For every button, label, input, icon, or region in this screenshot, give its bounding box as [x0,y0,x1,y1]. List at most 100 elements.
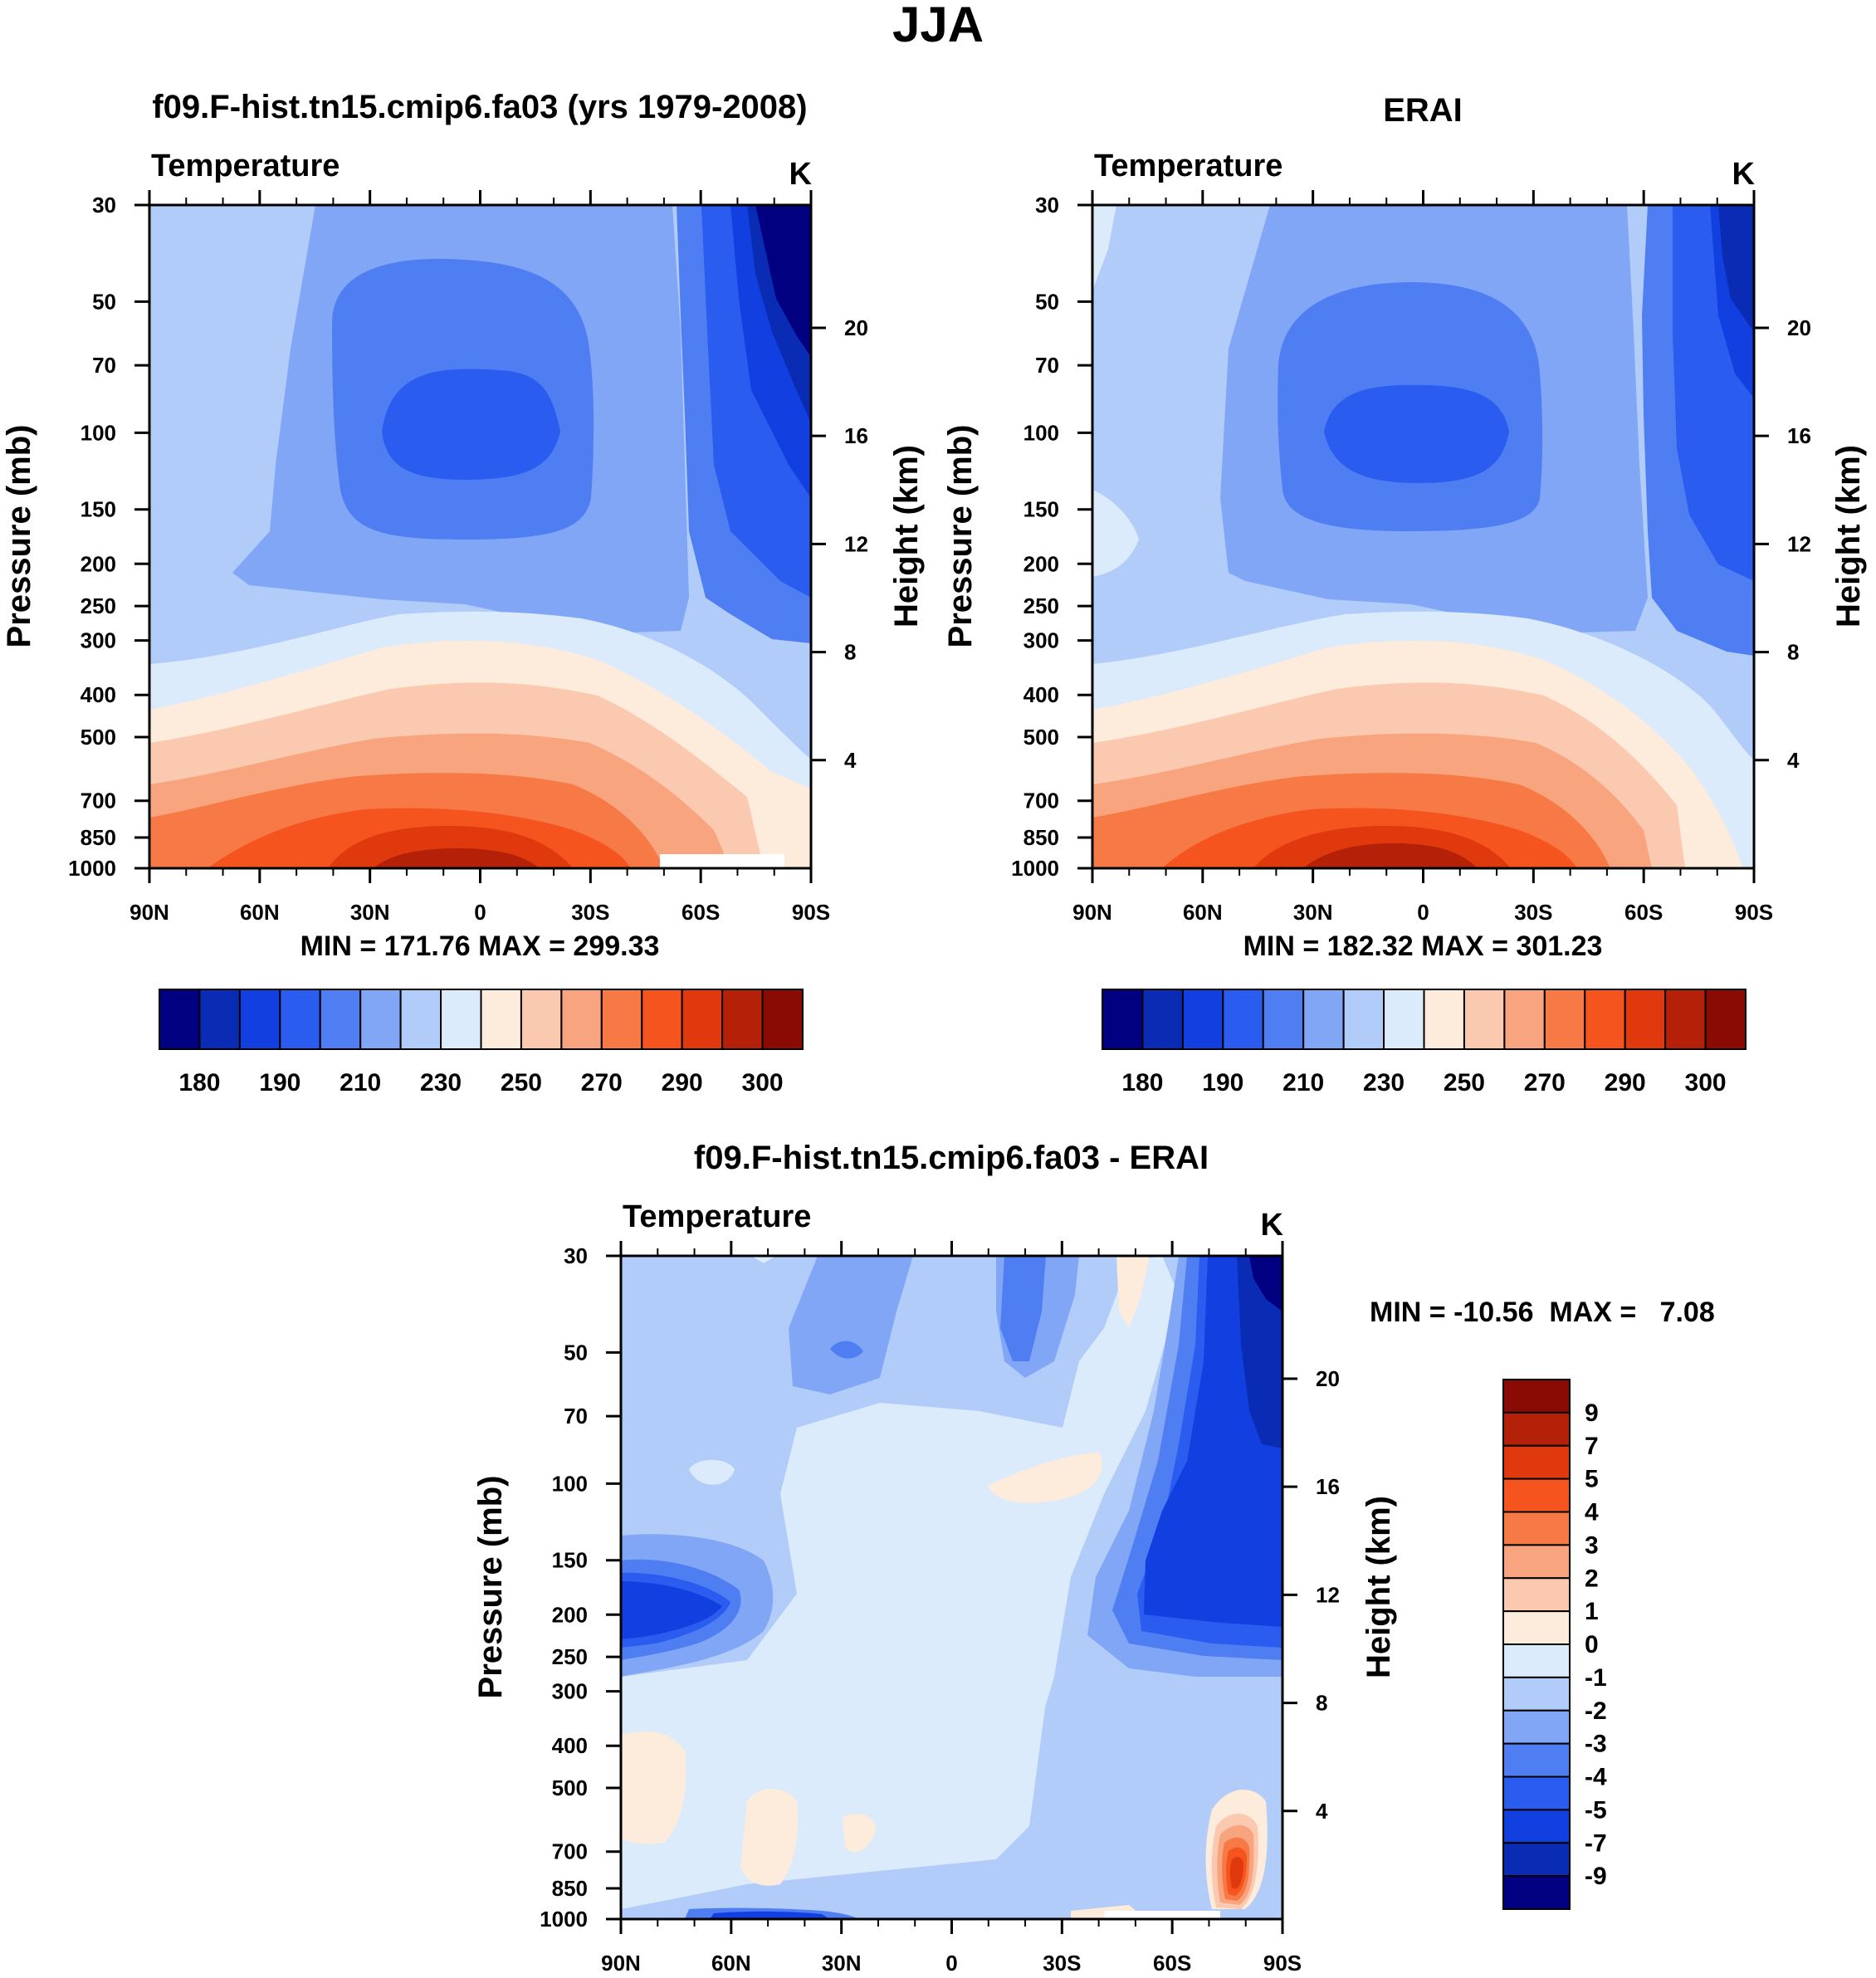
colorbar-label: -4 [1585,1764,1607,1791]
y-tick-label: 30 [564,1243,588,1268]
colorbar-label: 300 [1685,1069,1727,1096]
y2-tick-label: 16 [844,423,868,448]
ylabel: Pressure (mb) [942,425,979,648]
band-minus3-b [1000,1256,1046,1361]
colorbar-label: 190 [1202,1069,1243,1096]
stats-label: MIN = -10.56 MAX = 7.08 [1370,1297,1715,1328]
colorbar-swatch [1543,989,1586,1050]
colorbar-swatch [1502,1842,1571,1878]
y-tick-label: 250 [1023,593,1059,618]
x-tick-label: 90S [1735,900,1773,925]
band-plus1-d [740,1789,799,1886]
y-tick-label: 1000 [1011,856,1059,881]
panel-title: ERAI [1383,92,1463,129]
y2-tick-label: 8 [844,640,856,665]
variable-label: Temperature [623,1199,811,1234]
colorbar-label: -7 [1585,1829,1607,1857]
colorbar-swatch [721,989,764,1050]
colorbar-label: 180 [178,1069,220,1096]
colorbar-swatch [1502,1742,1571,1778]
x-tick-label: 0 [474,900,486,925]
band-185 [1718,205,1754,332]
units-label: K [1261,1208,1284,1243]
season-title: JJA [892,0,984,52]
band-plus1-c [621,1731,686,1844]
x-tick-label: 90S [792,900,830,925]
band-plus1-a [1116,1256,1150,1328]
colorbar-swatch [1502,1875,1571,1911]
colorbar-label: 230 [420,1069,462,1096]
colorbar-label: 7 [1585,1433,1599,1460]
y-tick-label: 300 [552,1679,588,1704]
y-tick-label: 50 [564,1340,588,1365]
colorbar-swatch [1502,1809,1571,1844]
band-240-arctic [1092,490,1139,577]
colorbar-swatch [1624,989,1667,1050]
colorbar-swatch [1102,989,1144,1050]
y-tick-label: 30 [92,193,116,217]
y-tick-label: 400 [1023,682,1059,707]
y-tick-label: 500 [552,1775,588,1800]
x-tick-label: 60N [711,1951,751,1976]
band-minus5-a [621,1581,722,1639]
colorbar-swatch [1502,1676,1571,1712]
y2-tick-label: 16 [1316,1474,1340,1499]
colorbar-swatch [1503,989,1546,1050]
x-tick-label: 90S [1263,1951,1302,1976]
band-200 [382,369,560,480]
band-plus7 [1229,1857,1243,1889]
ylabel: Pressure (mb) [472,1476,509,1699]
band-plus1-b [988,1453,1102,1503]
y-tick-label: 50 [92,289,116,314]
y-tick-label: 300 [81,628,116,653]
y-tick-label: 150 [552,1548,588,1573]
y-tick-label: 50 [1035,289,1059,314]
x-tick-label: 30S [571,900,609,925]
y-tick-label: 500 [81,725,116,750]
colorbar-swatch [520,989,563,1050]
band-0-spot [689,1459,735,1485]
colorbar-label: 210 [1282,1069,1324,1096]
axes-group: 30 50 70 100 150 200 250 300 400 500 700 850 1000 20 1… [1011,190,1811,925]
colorbar-swatch [399,989,442,1050]
x-tick-label: 60N [240,900,280,925]
stats-label: MIN = 182.32 MAX = 301.23 [1243,930,1603,962]
band-minus2-a [789,1256,913,1394]
colorbar: 180 190 210 230 250 270 290 300 [159,989,804,1096]
y2-tick-label: 8 [1787,640,1799,665]
y-tick-label: 400 [552,1733,588,1758]
x-tick-label: 60S [1624,900,1663,925]
x-tick-label: 60S [1153,1951,1191,1976]
colorbar-swatch [1502,1444,1571,1480]
units-label: K [1732,157,1756,192]
y2-tick-label: 8 [1316,1691,1327,1716]
colorbar-label: 1 [1585,1598,1599,1625]
y-tick-label: 100 [81,420,116,445]
y-tick-label: 150 [81,497,116,522]
colorbar-swatch [1342,989,1385,1050]
y-tick-label: 400 [81,682,116,707]
colorbar-label: 0 [1585,1631,1599,1658]
y2label: Height (km) [888,445,925,628]
y-tick-label: 850 [552,1876,588,1901]
colorbar-label: -5 [1585,1796,1607,1824]
colorbar-swatch [198,989,241,1050]
colorbar-label: -1 [1585,1664,1607,1692]
colorbar-swatch [1584,989,1626,1050]
colorbar-label: 9 [1585,1399,1599,1427]
colorbar-swatch [1141,989,1184,1050]
y2-tick-label: 12 [844,531,868,556]
colorbar-swatch [1502,1610,1571,1646]
y-tick-label: 1000 [540,1907,588,1932]
colorbar-swatch [159,989,201,1050]
x-tick-label: 30N [350,900,390,925]
band-minus7-b [1237,1256,1282,1448]
y2-tick-label: 12 [1787,531,1811,556]
missing-data-mask [1104,1911,1220,1919]
y2label: Height (km) [1830,445,1867,628]
colorbar-swatch [1262,989,1305,1050]
panel-model: f09.F-hist.tn15.cmip6.fa03 (yrs 1979-200… [1,89,925,1096]
colorbar-swatch [1383,989,1425,1050]
colorbar-label: 290 [662,1069,703,1096]
colorbar-swatch [1502,1477,1571,1513]
